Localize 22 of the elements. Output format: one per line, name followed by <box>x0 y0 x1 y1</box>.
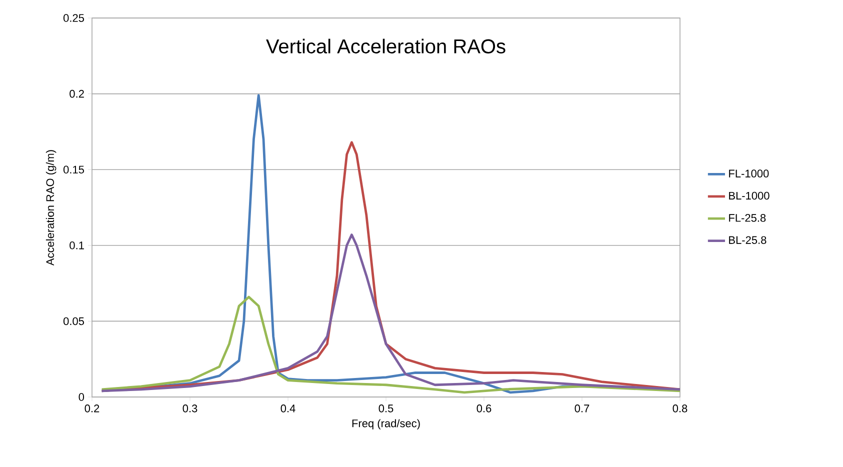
y-tick-label: 0.15 <box>63 166 84 174</box>
x-tick-label: 0.6 <box>476 404 492 412</box>
x-tick-label: 0.4 <box>280 404 296 412</box>
text: Vertical Acceleration RAOs <box>266 38 506 54</box>
x-tick-label: 0.7 <box>574 404 590 412</box>
x-tick-label: 0.8 <box>672 404 688 412</box>
y-tick-label: 0.05 <box>63 317 84 326</box>
x-tick-label: 0.3 <box>182 404 198 412</box>
legend-label: FL-25.8 <box>729 214 766 222</box>
y-tick-label: 0.1 <box>70 242 84 250</box>
y-tick-label: 0 <box>78 393 84 401</box>
x-tick-label: 0.5 <box>378 404 394 412</box>
legend-label: BL-1000 <box>729 192 770 200</box>
line-series <box>100 296 680 394</box>
x-tick-label: 0.2 <box>84 404 100 412</box>
y-tick-label: 0.25 <box>63 14 84 22</box>
line-series <box>100 234 680 392</box>
legend-label: FL-1000 <box>729 170 769 178</box>
y-tick-label: 0.2 <box>70 90 84 98</box>
y-axis-title: Acceleration RAO (g/m) <box>46 150 56 266</box>
x-axis-title: Freq (rad/sec) <box>352 419 420 430</box>
legend-label: BL-25.8 <box>729 236 766 244</box>
